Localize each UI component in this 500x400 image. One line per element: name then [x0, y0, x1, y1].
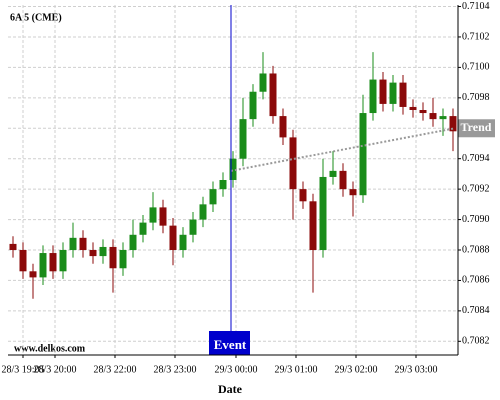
candle-body	[129, 234, 137, 250]
y-tick-label: 0.7098	[462, 92, 490, 103]
candle-body	[239, 119, 247, 159]
candle-body	[369, 79, 377, 114]
candle-body	[89, 250, 97, 257]
x-tick-label: 29/3 00:00	[214, 364, 257, 375]
y-tick-label: 0.7084	[462, 305, 490, 316]
event-label-box	[209, 331, 250, 355]
candle-body	[29, 271, 37, 278]
x-tick-label: 28/3 23:00	[153, 364, 196, 375]
candle-body	[39, 253, 47, 278]
candle-body	[299, 189, 307, 202]
candle-body	[149, 207, 157, 223]
candle-body	[99, 246, 107, 257]
candle-body	[409, 106, 417, 110]
x-tick-label: 29/3 01:00	[274, 364, 317, 375]
candle-body	[419, 110, 427, 114]
x-tick-label: 28/3 20:00	[33, 364, 76, 375]
candle-body	[289, 137, 297, 190]
x-axis-label: Date	[218, 382, 243, 396]
candle-body	[229, 158, 237, 180]
candle-body	[79, 237, 87, 250]
candle-body	[379, 79, 387, 104]
y-tick-label: 0.7102	[462, 31, 490, 42]
candle-body	[309, 201, 317, 250]
watermark: www.delkos.com	[14, 343, 86, 354]
candle-body	[59, 250, 67, 272]
y-tick-label: 0.7088	[462, 244, 490, 255]
candle-body	[139, 222, 147, 235]
y-tick-label: 0.7082	[462, 336, 490, 347]
candle-body	[199, 204, 207, 220]
x-tick-label: 28/3 19:05	[1, 364, 44, 375]
x-tick-label: 29/3 03:00	[394, 364, 437, 375]
candle-body	[159, 207, 167, 226]
candle-body	[259, 73, 267, 92]
x-tick-label: 28/3 22:00	[93, 364, 136, 375]
candle-body	[219, 180, 227, 190]
y-tick-label: 0.7090	[462, 214, 490, 225]
y-tick-label: 0.7092	[462, 183, 490, 194]
trend-label-box	[458, 119, 495, 138]
trend-label: Trend	[461, 120, 492, 134]
x-tick-label: 29/3 02:00	[334, 364, 377, 375]
y-tick-label: 0.7094	[462, 153, 490, 164]
candle-body	[49, 253, 57, 272]
candle-body	[429, 113, 437, 120]
y-tick-label: 0.7086	[462, 275, 490, 286]
candle-body	[189, 219, 197, 235]
event-label: Event	[214, 337, 247, 352]
candle-body	[319, 176, 327, 250]
candle-body	[69, 237, 77, 250]
y-tick-label: 0.7104	[462, 1, 490, 12]
candle-body	[349, 189, 357, 196]
candle-body	[109, 246, 117, 269]
candle-body	[179, 234, 187, 250]
candle-body	[279, 116, 287, 138]
candle-body	[249, 91, 257, 120]
candle-body	[269, 73, 277, 117]
candle-body	[209, 189, 217, 205]
candle-body	[449, 116, 457, 132]
candle-body	[169, 225, 177, 250]
candle-body	[359, 113, 367, 196]
y-tick-label: 0.7100	[462, 62, 490, 73]
candle-body	[119, 250, 127, 269]
candle-body	[339, 170, 347, 190]
chart-title: 6A 5 (CME)	[10, 12, 62, 23]
candle-body	[329, 170, 337, 177]
candle-body	[439, 116, 447, 120]
candle-body	[9, 243, 17, 250]
candle-body	[389, 82, 397, 104]
candle-body	[399, 82, 407, 107]
candle-body	[19, 250, 27, 272]
